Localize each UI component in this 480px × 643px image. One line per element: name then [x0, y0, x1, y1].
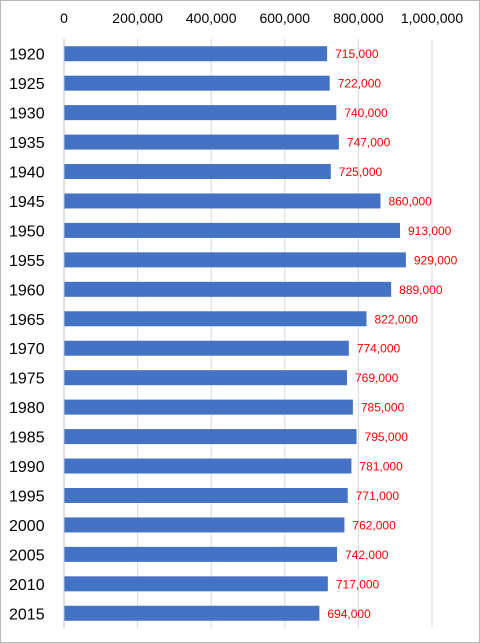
data-label: 913,000 [408, 224, 452, 238]
data-label: 694,000 [327, 607, 371, 621]
bar [64, 164, 331, 180]
category-label: 2015 [9, 606, 45, 623]
category-label: 2000 [9, 518, 45, 535]
bar [64, 546, 338, 562]
x-tick-label: 400,000 [186, 10, 237, 26]
bar [64, 370, 347, 386]
category-label: 1935 [9, 135, 45, 152]
data-label: 722,000 [338, 77, 382, 91]
data-label: 860,000 [388, 194, 432, 208]
bar [64, 134, 339, 150]
category-label: 1925 [9, 76, 45, 93]
x-axis-tick-labels: 0 200,000 400,000 600,000 800,000 1,000,000 [60, 10, 463, 26]
data-label: 822,000 [374, 312, 418, 326]
data-label: 929,000 [414, 253, 458, 267]
category-label: 1985 [9, 430, 45, 447]
data-label: 774,000 [357, 342, 401, 356]
data-label: 717,000 [336, 577, 380, 591]
category-label: 1975 [9, 371, 45, 388]
bar [64, 311, 367, 327]
bar [64, 517, 345, 533]
data-labels: 715,000 722,000 740,000 747,000 725,000 860,0… [327, 47, 457, 621]
bar [64, 222, 400, 238]
category-label: 1950 [9, 223, 45, 240]
category-label: 1930 [9, 106, 45, 123]
category-label: 1945 [9, 194, 45, 211]
category-label: 1980 [9, 400, 45, 417]
category-label: 2010 [9, 577, 45, 594]
bar [64, 105, 337, 121]
category-label: 1970 [9, 341, 45, 358]
bar [64, 576, 328, 592]
data-label: 740,000 [344, 106, 388, 120]
data-label: 785,000 [361, 401, 405, 415]
grid-lines [137, 39, 433, 628]
x-tick-label: 1,000,000 [401, 10, 463, 26]
bar [64, 340, 349, 356]
data-label: 742,000 [345, 548, 389, 562]
category-label: 1920 [9, 47, 45, 64]
category-label: 2005 [9, 547, 45, 564]
data-label: 747,000 [347, 136, 391, 150]
bar [64, 399, 353, 415]
bar [64, 487, 348, 503]
data-label: 889,000 [399, 283, 443, 297]
category-label: 1955 [9, 253, 45, 270]
x-tick-label: 0 [60, 10, 68, 26]
data-label: 715,000 [335, 47, 379, 61]
category-labels: 1920 1925 1930 1935 1940 1945 1950 1955 1960 1965… [9, 47, 45, 624]
bar [64, 605, 320, 621]
data-label: 781,000 [359, 460, 403, 474]
data-label: 771,000 [356, 489, 400, 503]
bar [64, 458, 352, 474]
bar [64, 46, 328, 62]
bar [64, 429, 357, 445]
x-tick-label: 600,000 [259, 10, 310, 26]
x-tick-label: 800,000 [333, 10, 384, 26]
bar [64, 193, 381, 209]
x-tick-label: 200,000 [112, 10, 163, 26]
data-label: 795,000 [365, 430, 409, 444]
category-label: 1995 [9, 488, 45, 505]
category-label: 1965 [9, 312, 45, 329]
category-label: 1960 [9, 282, 45, 299]
bars [64, 46, 406, 621]
category-label: 1990 [9, 459, 45, 476]
data-label: 762,000 [352, 518, 396, 532]
bar [64, 252, 406, 268]
category-label: 1940 [9, 165, 45, 182]
data-label: 769,000 [355, 371, 399, 385]
bar [64, 75, 330, 91]
bar [64, 281, 392, 297]
data-label: 725,000 [339, 165, 383, 179]
